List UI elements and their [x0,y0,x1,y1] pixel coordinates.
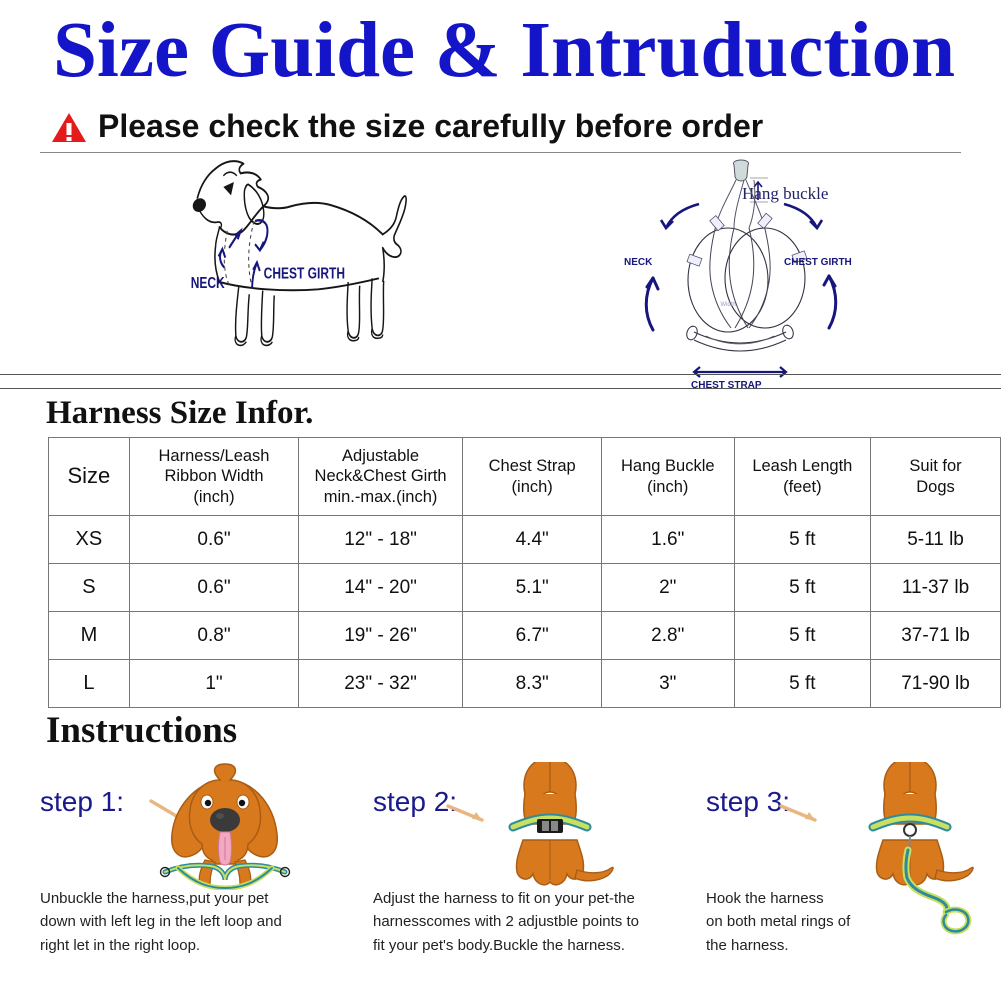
svg-text:CHEST GIRTH: CHEST GIRTH [784,257,852,268]
svg-text:NECK: NECK [624,257,653,268]
svg-text:NECK: NECK [191,275,225,292]
svg-text:CHEST GIRTH: CHEST GIRTH [264,265,345,282]
svg-text:CHEST STRAP: CHEST STRAP [691,380,762,391]
svg-text:Width: Width [720,302,735,308]
